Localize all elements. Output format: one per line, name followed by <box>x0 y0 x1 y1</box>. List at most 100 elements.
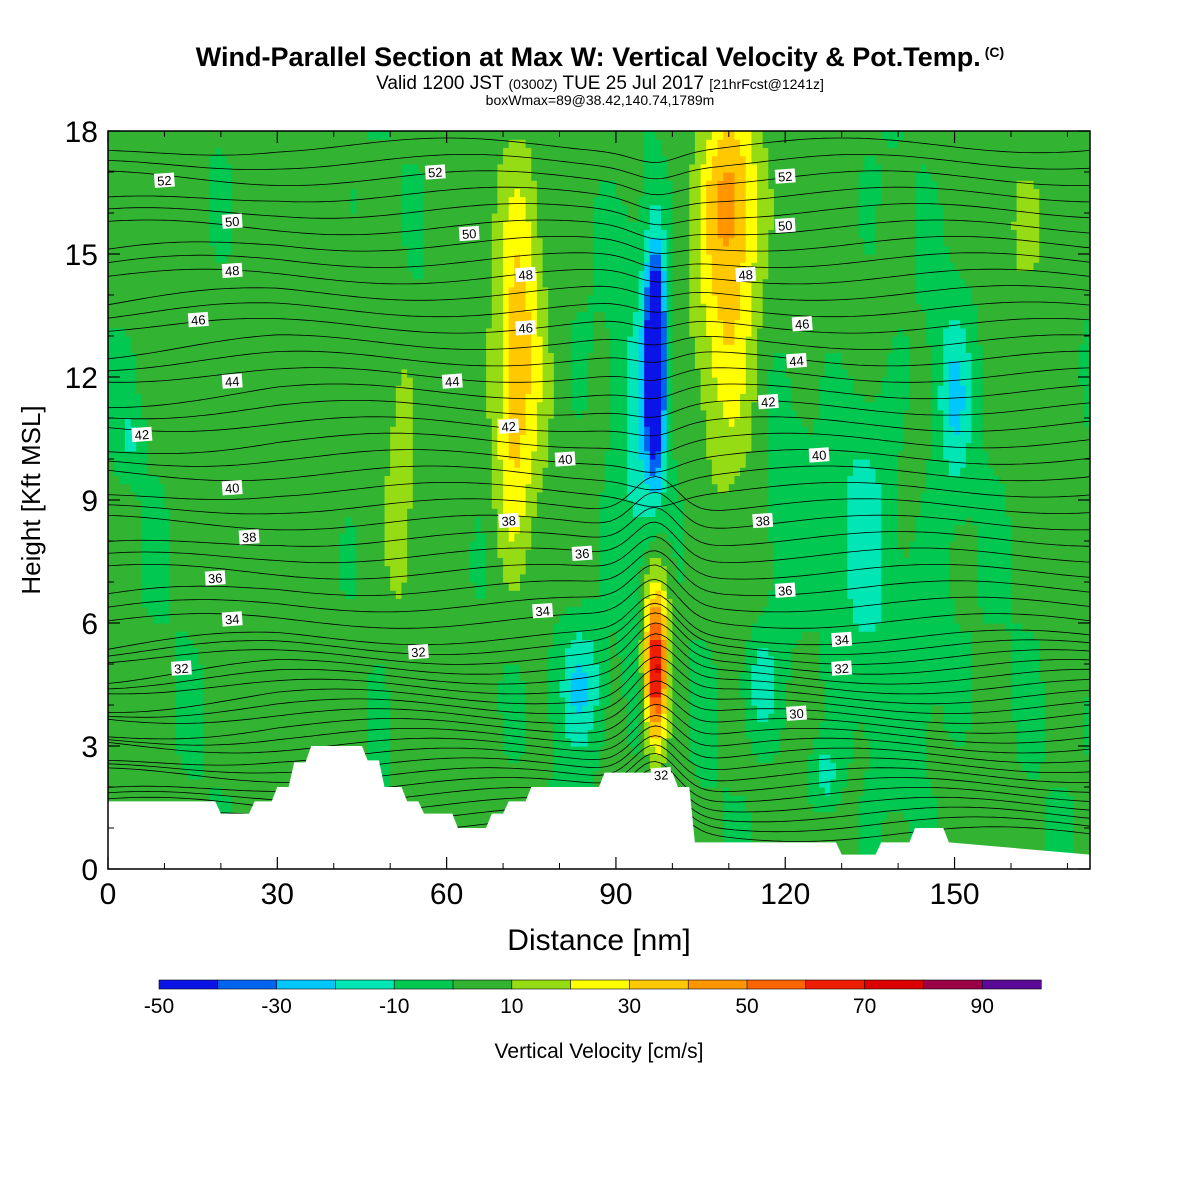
velocity-cell <box>418 721 425 731</box>
velocity-cell <box>175 459 182 468</box>
velocity-cell <box>373 557 380 567</box>
velocity-cell <box>294 344 301 353</box>
velocity-cell <box>373 368 380 378</box>
velocity-cell <box>322 147 329 157</box>
velocity-cell <box>226 147 233 157</box>
velocity-cell <box>113 491 120 501</box>
velocity-cell <box>350 459 357 468</box>
velocity-cell <box>209 516 216 526</box>
velocity-cell <box>147 262 154 271</box>
velocity-cell <box>158 303 166 312</box>
velocity-cell <box>119 344 126 353</box>
velocity-cell <box>232 557 239 567</box>
velocity-cell <box>322 344 329 353</box>
velocity-cell <box>243 795 250 804</box>
velocity-cell <box>412 467 419 476</box>
velocity-cell <box>249 254 256 263</box>
velocity-cell <box>249 262 256 271</box>
velocity-cell <box>322 360 329 370</box>
velocity-cell <box>119 590 126 599</box>
velocity-cell <box>158 131 166 140</box>
velocity-cell <box>136 729 143 739</box>
velocity-cell <box>147 254 154 263</box>
velocity-cell <box>412 163 419 173</box>
velocity-cell <box>345 532 352 542</box>
velocity-cell <box>198 688 205 698</box>
velocity-cell <box>361 319 369 329</box>
velocity-cell <box>288 631 295 640</box>
velocity-cell <box>237 450 245 460</box>
velocity-cell <box>316 155 324 165</box>
velocity-cell <box>378 311 386 321</box>
velocity-cell <box>373 655 380 665</box>
velocity-cell <box>237 475 245 485</box>
velocity-cell <box>333 500 340 509</box>
valid-date: TUE 25 Jul 2017 <box>562 73 704 94</box>
velocity-cell <box>187 614 194 624</box>
velocity-cell <box>153 467 160 476</box>
velocity-cell <box>249 549 256 558</box>
velocity-cell <box>175 434 182 444</box>
velocity-cell <box>113 311 120 321</box>
velocity-cell <box>373 688 380 698</box>
velocity-cell <box>412 385 419 394</box>
velocity-cell <box>390 754 397 763</box>
velocity-cell <box>356 163 363 173</box>
velocity-cell <box>311 606 318 616</box>
velocity-cell <box>260 344 267 353</box>
velocity-cell <box>158 664 166 673</box>
velocity-cell <box>316 541 324 550</box>
velocity-cell <box>395 286 403 296</box>
velocity-cell <box>175 295 182 304</box>
velocity-cell <box>282 155 290 165</box>
velocity-cell <box>164 795 171 804</box>
velocity-cell <box>119 442 126 452</box>
velocity-cell <box>187 475 194 485</box>
velocity-cell <box>170 319 177 329</box>
velocity-cell <box>198 696 205 706</box>
velocity-cell <box>175 639 182 649</box>
velocity-cell <box>181 614 188 624</box>
velocity-cell <box>412 327 419 337</box>
velocity-cell <box>322 213 329 222</box>
velocity-cell <box>266 401 273 411</box>
velocity-cell <box>282 754 290 763</box>
velocity-cell <box>136 795 143 804</box>
velocity-cell <box>209 336 216 345</box>
velocity-cell <box>288 352 295 362</box>
velocity-cell <box>141 778 149 788</box>
velocity-cell <box>136 377 143 386</box>
velocity-cell <box>356 623 363 632</box>
velocity-cell <box>170 623 177 632</box>
velocity-cell <box>322 508 329 517</box>
velocity-cell <box>141 565 149 575</box>
velocity-cell <box>328 688 335 698</box>
velocity-cell <box>395 311 403 321</box>
velocity-cell <box>108 565 115 575</box>
velocity-cell <box>271 450 278 460</box>
velocity-cell <box>282 245 290 255</box>
velocity-cell <box>237 549 245 558</box>
velocity-cell <box>288 442 295 452</box>
velocity-cell <box>113 795 120 804</box>
velocity-cell <box>356 500 363 509</box>
velocity-cell <box>356 450 363 460</box>
velocity-cell <box>350 475 357 485</box>
velocity-cell <box>260 450 267 460</box>
velocity-cell <box>384 508 391 517</box>
velocity-cell <box>277 614 284 624</box>
velocity-cell <box>390 524 397 534</box>
velocity-cell <box>299 754 307 763</box>
velocity-cell <box>294 278 301 288</box>
velocity-cell <box>356 278 363 288</box>
velocity-cell <box>305 131 312 140</box>
velocity-cell <box>226 450 233 460</box>
velocity-cell <box>266 311 273 321</box>
velocity-cell <box>322 385 329 394</box>
velocity-cell <box>395 770 403 780</box>
velocity-cell <box>130 303 137 312</box>
velocity-cell <box>356 377 363 386</box>
velocity-cell <box>311 500 318 509</box>
velocity-cell <box>147 647 154 657</box>
velocity-cell <box>249 360 256 370</box>
